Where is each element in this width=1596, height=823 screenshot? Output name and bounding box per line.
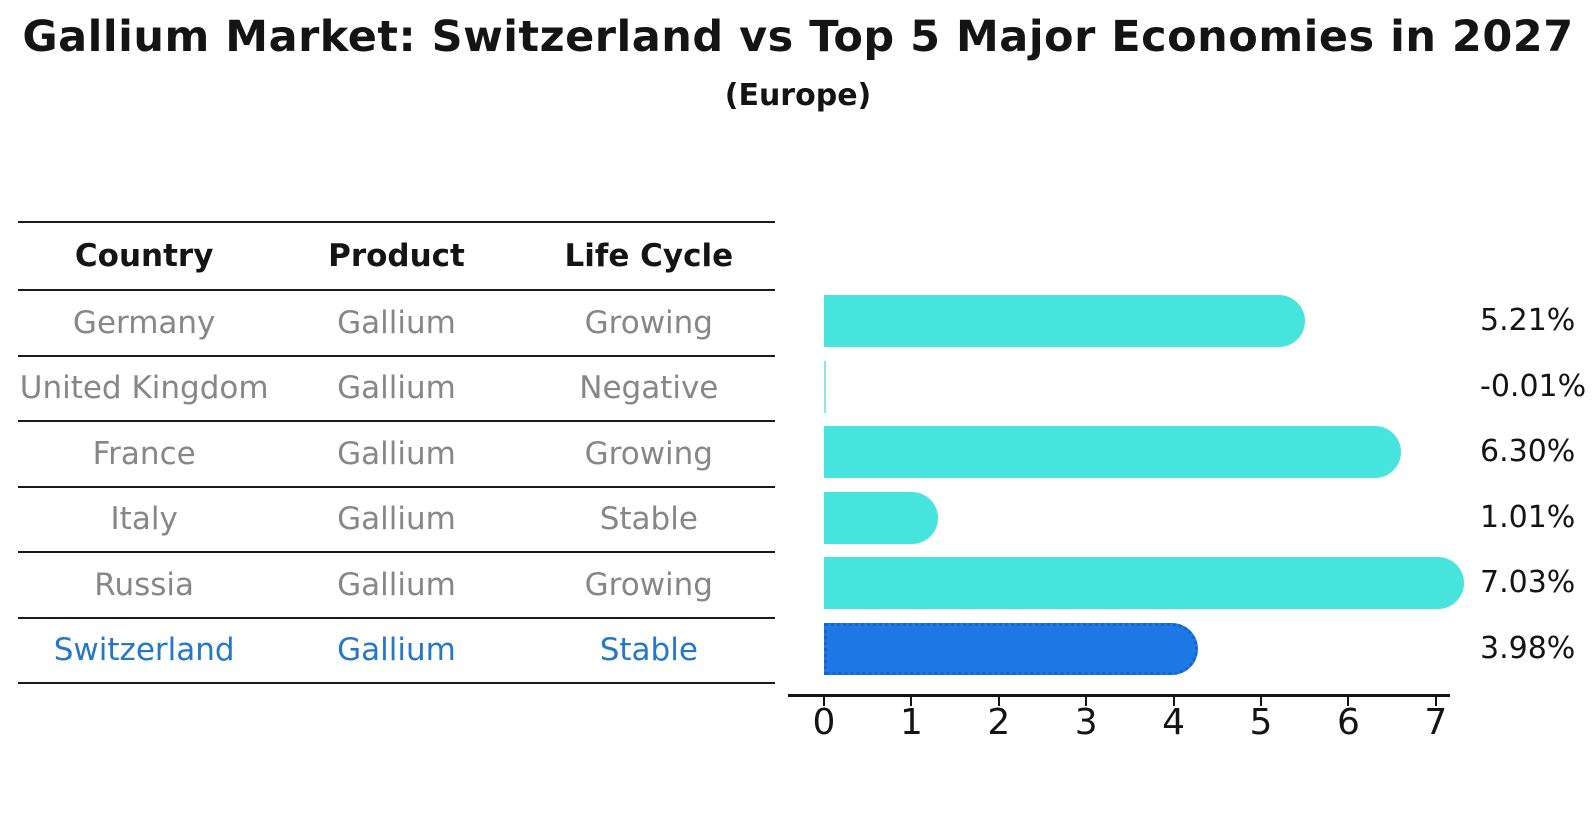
x-axis-tick: [1347, 697, 1350, 706]
table-row-italy: Italy Gallium Stable: [18, 488, 775, 553]
life-cycle-cell: Stable: [599, 632, 698, 669]
country-table: Country Product Life Cycle Germany Galli…: [18, 221, 775, 684]
product-cell: Gallium: [337, 632, 456, 669]
x-axis-tick: [910, 697, 913, 706]
column-header-country: Country: [74, 238, 214, 274]
x-axis-tick-label: 5: [1249, 702, 1273, 743]
x-axis-tick: [1172, 697, 1175, 706]
table-row-france: France Gallium Growing: [18, 422, 775, 488]
table-header-row: Country Product Life Cycle: [18, 223, 775, 291]
x-axis-line: [788, 694, 1450, 697]
value-label-switzerland: 3.98%: [1480, 630, 1576, 666]
product-cell: Gallium: [337, 435, 456, 472]
x-axis-tick-label: 7: [1424, 702, 1448, 743]
country-cell: United Kingdom: [19, 370, 269, 407]
life-cycle-cell: Growing: [584, 566, 713, 603]
bar-germany: [824, 295, 1306, 347]
bar-france: [824, 426, 1401, 478]
value-label-italy: 1.01%: [1480, 499, 1576, 535]
bar-switzerland: [824, 622, 1198, 675]
chart-subtitle: (Europe): [724, 78, 872, 113]
life-cycle-cell: Negative: [579, 370, 719, 407]
table-row-switzerland: Switzerland Gallium Stable: [18, 619, 775, 684]
x-axis-tick-label: 2: [987, 702, 1011, 743]
country-cell: Germany: [72, 304, 216, 341]
product-cell: Gallium: [337, 501, 456, 538]
x-axis-tick-label: 1: [899, 702, 923, 743]
column-header-product: Product: [328, 238, 465, 274]
column-header-life-cycle: Life Cycle: [564, 238, 734, 274]
x-axis-tick-label: 6: [1336, 702, 1360, 743]
table-row-germany: Germany Gallium Growing: [18, 291, 775, 357]
table-row-united-kingdom: United Kingdom Gallium Negative: [18, 357, 775, 422]
bar-italy: [824, 491, 939, 544]
x-axis-tick-label: 3: [1074, 702, 1098, 743]
x-axis-tick: [1260, 697, 1262, 706]
product-cell: Gallium: [337, 304, 456, 341]
chart-title: Gallium Market: Switzerland vs Top 5 Maj…: [22, 12, 1574, 62]
life-cycle-cell: Growing: [584, 304, 713, 341]
value-label-united-kingdom: -0.01%: [1480, 368, 1587, 404]
x-axis-tick: [823, 697, 825, 706]
x-axis-tick: [997, 697, 1000, 706]
product-cell: Gallium: [337, 370, 456, 407]
value-label-russia: 7.03%: [1480, 565, 1576, 600]
country-cell: Russia: [94, 566, 195, 603]
value-label-germany: 5.21%: [1480, 303, 1576, 338]
country-cell: Italy: [110, 501, 178, 538]
x-axis-tick: [1434, 697, 1437, 706]
x-axis-tick-label: 0: [812, 702, 836, 743]
country-cell: Switzerland: [53, 632, 235, 669]
life-cycle-cell: Growing: [584, 435, 713, 472]
product-cell: Gallium: [337, 566, 456, 603]
x-axis-tick-label: 4: [1162, 702, 1186, 743]
x-axis-tick: [1085, 697, 1088, 706]
value-label-france: 6.30%: [1480, 434, 1576, 469]
country-cell: France: [92, 435, 196, 472]
table-row-russia: Russia Gallium Growing: [18, 553, 775, 619]
bar-russia: [824, 557, 1465, 609]
bar-united-kingdom: [824, 360, 826, 413]
life-cycle-cell: Stable: [599, 501, 698, 538]
